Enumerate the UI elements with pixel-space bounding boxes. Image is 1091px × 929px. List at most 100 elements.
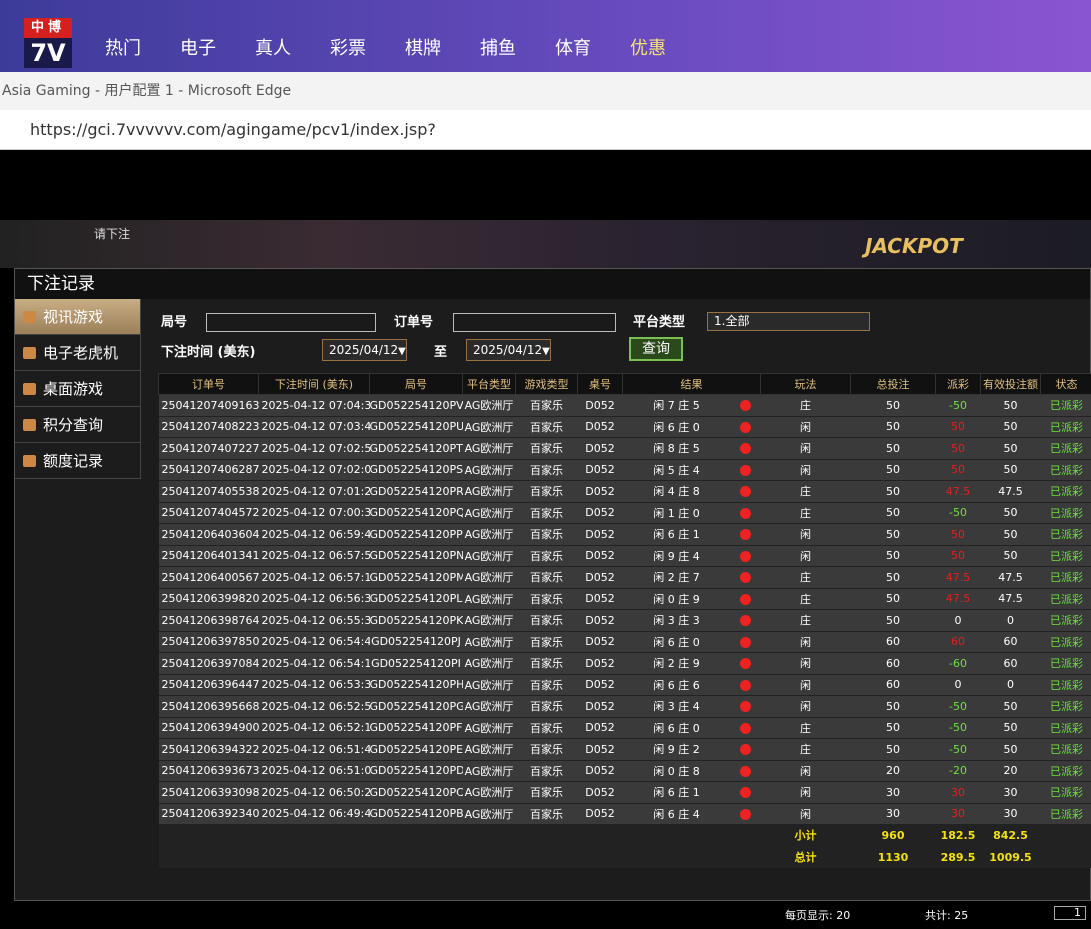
cell: 47.5	[936, 588, 981, 610]
round-input[interactable]	[206, 313, 376, 332]
cell: 闲	[761, 459, 851, 481]
video-icon[interactable]	[740, 508, 751, 519]
cell: GD052254120PD	[370, 760, 463, 782]
column-header: 下注时间 (美东)	[259, 374, 370, 395]
cell: 50	[851, 524, 936, 546]
video-icon[interactable]	[740, 637, 751, 648]
nav-item[interactable]: 真人	[255, 34, 330, 60]
nav-item[interactable]: 体育	[555, 34, 630, 60]
video-icon[interactable]	[740, 723, 751, 734]
page-input[interactable]: 1	[1054, 906, 1086, 920]
sidebar-item[interactable]: 桌面游戏	[15, 371, 141, 407]
cell: AG欧洲厅	[463, 416, 516, 438]
cell: 250412074045727	[159, 502, 259, 524]
video-icon-cell	[731, 395, 761, 417]
cell: 闲 6 庄 1	[623, 782, 731, 804]
cell: 50	[981, 545, 1041, 567]
sum-cell: 1009.5	[981, 846, 1041, 868]
cell: 闲 7 庄 5	[623, 395, 731, 417]
order-label: 订单号	[394, 311, 433, 330]
cell: 47.5	[981, 567, 1041, 589]
cell: 60	[981, 653, 1041, 675]
video-icon[interactable]	[740, 551, 751, 562]
video-icon[interactable]	[740, 465, 751, 476]
video-icon[interactable]	[740, 443, 751, 454]
sidebar-item[interactable]: 额度记录	[15, 443, 141, 479]
video-icon-cell	[731, 760, 761, 782]
nav-item[interactable]: 捕鱼	[480, 34, 555, 60]
video-icon[interactable]	[740, 658, 751, 669]
video-icon[interactable]	[740, 787, 751, 798]
cell: 闲	[761, 674, 851, 696]
video-icon[interactable]	[740, 486, 751, 497]
game-status: 请下注	[94, 225, 130, 242]
nav-item[interactable]: 彩票	[330, 34, 405, 60]
to-label: 至	[434, 341, 447, 360]
cell: 闲 5 庄 4	[623, 459, 731, 481]
time-label: 下注时间 (美东)	[161, 341, 255, 360]
cell: 50	[851, 395, 936, 417]
cell: 250412063930985	[159, 782, 259, 804]
video-icon[interactable]	[740, 529, 751, 540]
column-header: 状态	[1041, 374, 1091, 395]
video-icon[interactable]	[740, 422, 751, 433]
address-bar[interactable]: https://gci.7vvvvvv.com/agingame/pcv1/in…	[0, 110, 1091, 150]
nav-item[interactable]: 棋牌	[405, 34, 480, 60]
cell: 47.5	[936, 481, 981, 503]
nav-item[interactable]: 优惠	[630, 34, 705, 60]
cell: 已派彩	[1041, 588, 1091, 610]
sidebar: 视讯游戏电子老虎机桌面游戏积分查询额度记录	[15, 299, 141, 479]
jackpot: JACKPOT	[865, 234, 963, 258]
cell: AG欧洲厅	[463, 760, 516, 782]
cell: 闲	[761, 782, 851, 804]
cell: 60	[851, 653, 936, 675]
sidebar-item[interactable]: 积分查询	[15, 407, 141, 443]
column-header: 局号	[370, 374, 463, 395]
nav-item[interactable]: 热门	[105, 34, 180, 60]
cell: GD052254120PE	[370, 739, 463, 761]
spacer	[1041, 846, 1091, 868]
video-icon[interactable]	[740, 572, 751, 583]
sum-cell: 842.5	[981, 825, 1041, 847]
cell: -60	[936, 653, 981, 675]
cell: AG欧洲厅	[463, 696, 516, 718]
platform-select[interactable]: 1.全部	[707, 312, 870, 331]
cell: 已派彩	[1041, 782, 1091, 804]
video-icon[interactable]	[740, 594, 751, 605]
cell: 百家乐	[516, 760, 578, 782]
cell: 庄	[761, 567, 851, 589]
sidebar-item[interactable]: 视讯游戏	[15, 299, 141, 335]
video-icon[interactable]	[740, 400, 751, 411]
cell: GD052254120PH	[370, 674, 463, 696]
sidebar-item[interactable]: 电子老虎机	[15, 335, 141, 371]
video-icon[interactable]	[740, 701, 751, 712]
video-icon[interactable]	[740, 766, 751, 777]
cell: 47.5	[936, 567, 981, 589]
query-button[interactable]: 查询	[629, 337, 683, 361]
cell: 50	[981, 438, 1041, 460]
video-icon[interactable]	[740, 744, 751, 755]
cell: 50	[851, 717, 936, 739]
cell: 已派彩	[1041, 653, 1091, 675]
cell: D052	[578, 545, 623, 567]
date-from[interactable]: 2025/04/12	[322, 339, 407, 361]
date-to[interactable]: 2025/04/12	[466, 339, 551, 361]
cell: GD052254120PB	[370, 803, 463, 825]
cell: 闲 1 庄 0	[623, 502, 731, 524]
cell: GD052254120PM	[370, 567, 463, 589]
nav-item[interactable]: 电子	[180, 34, 255, 60]
cell: 50	[981, 395, 1041, 417]
order-input[interactable]	[453, 313, 616, 332]
video-icon[interactable]	[740, 615, 751, 626]
column-header: 玩法	[761, 374, 851, 395]
cell: 2025-04-12 06:51:02	[259, 760, 370, 782]
video-icon[interactable]	[740, 809, 751, 820]
cell: 250412063956685	[159, 696, 259, 718]
cell: 闲 6 庄 0	[623, 631, 731, 653]
cell: AG欧洲厅	[463, 567, 516, 589]
video-icon[interactable]	[740, 680, 751, 691]
